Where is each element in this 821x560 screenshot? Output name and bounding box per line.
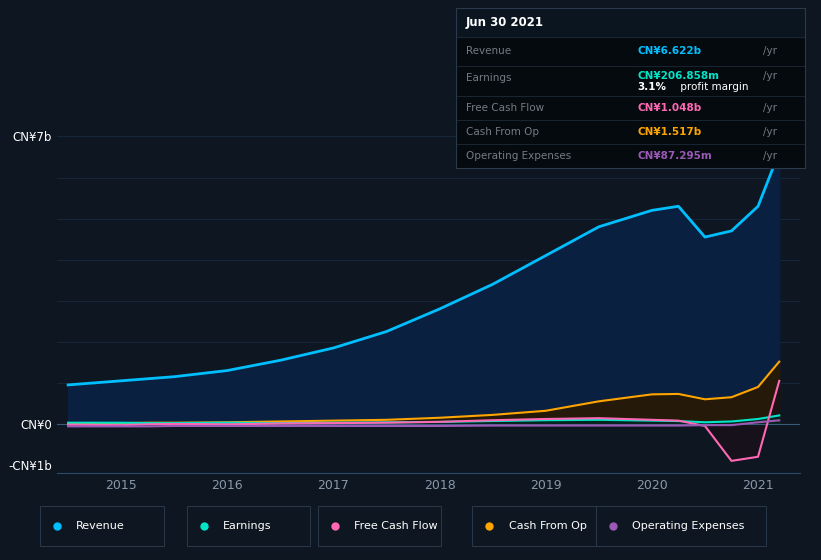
Text: /yr: /yr bbox=[763, 127, 777, 137]
Text: CN¥1.517b: CN¥1.517b bbox=[637, 127, 701, 137]
Text: Free Cash Flow: Free Cash Flow bbox=[354, 521, 438, 531]
Text: CN¥1.048b: CN¥1.048b bbox=[637, 103, 701, 113]
Text: /yr: /yr bbox=[763, 103, 777, 113]
Text: 3.1%: 3.1% bbox=[637, 82, 666, 92]
Text: /yr: /yr bbox=[763, 151, 777, 161]
Text: CN¥87.295m: CN¥87.295m bbox=[637, 151, 712, 161]
Text: Jun 30 2021: Jun 30 2021 bbox=[466, 16, 544, 29]
Text: /yr: /yr bbox=[763, 46, 777, 57]
Text: Revenue: Revenue bbox=[76, 521, 125, 531]
Text: Earnings: Earnings bbox=[466, 73, 511, 83]
Text: /yr: /yr bbox=[763, 71, 777, 81]
Text: Operating Expenses: Operating Expenses bbox=[632, 521, 745, 531]
Text: Earnings: Earnings bbox=[223, 521, 272, 531]
Text: profit margin: profit margin bbox=[677, 82, 749, 92]
Text: CN¥6.622b: CN¥6.622b bbox=[637, 46, 701, 57]
Text: Cash From Op: Cash From Op bbox=[466, 127, 539, 137]
Text: Revenue: Revenue bbox=[466, 46, 511, 57]
Text: CN¥206.858m: CN¥206.858m bbox=[637, 71, 719, 81]
Text: Operating Expenses: Operating Expenses bbox=[466, 151, 571, 161]
Text: Cash From Op: Cash From Op bbox=[508, 521, 586, 531]
Bar bbox=[456, 8, 805, 37]
Text: Free Cash Flow: Free Cash Flow bbox=[466, 103, 544, 113]
